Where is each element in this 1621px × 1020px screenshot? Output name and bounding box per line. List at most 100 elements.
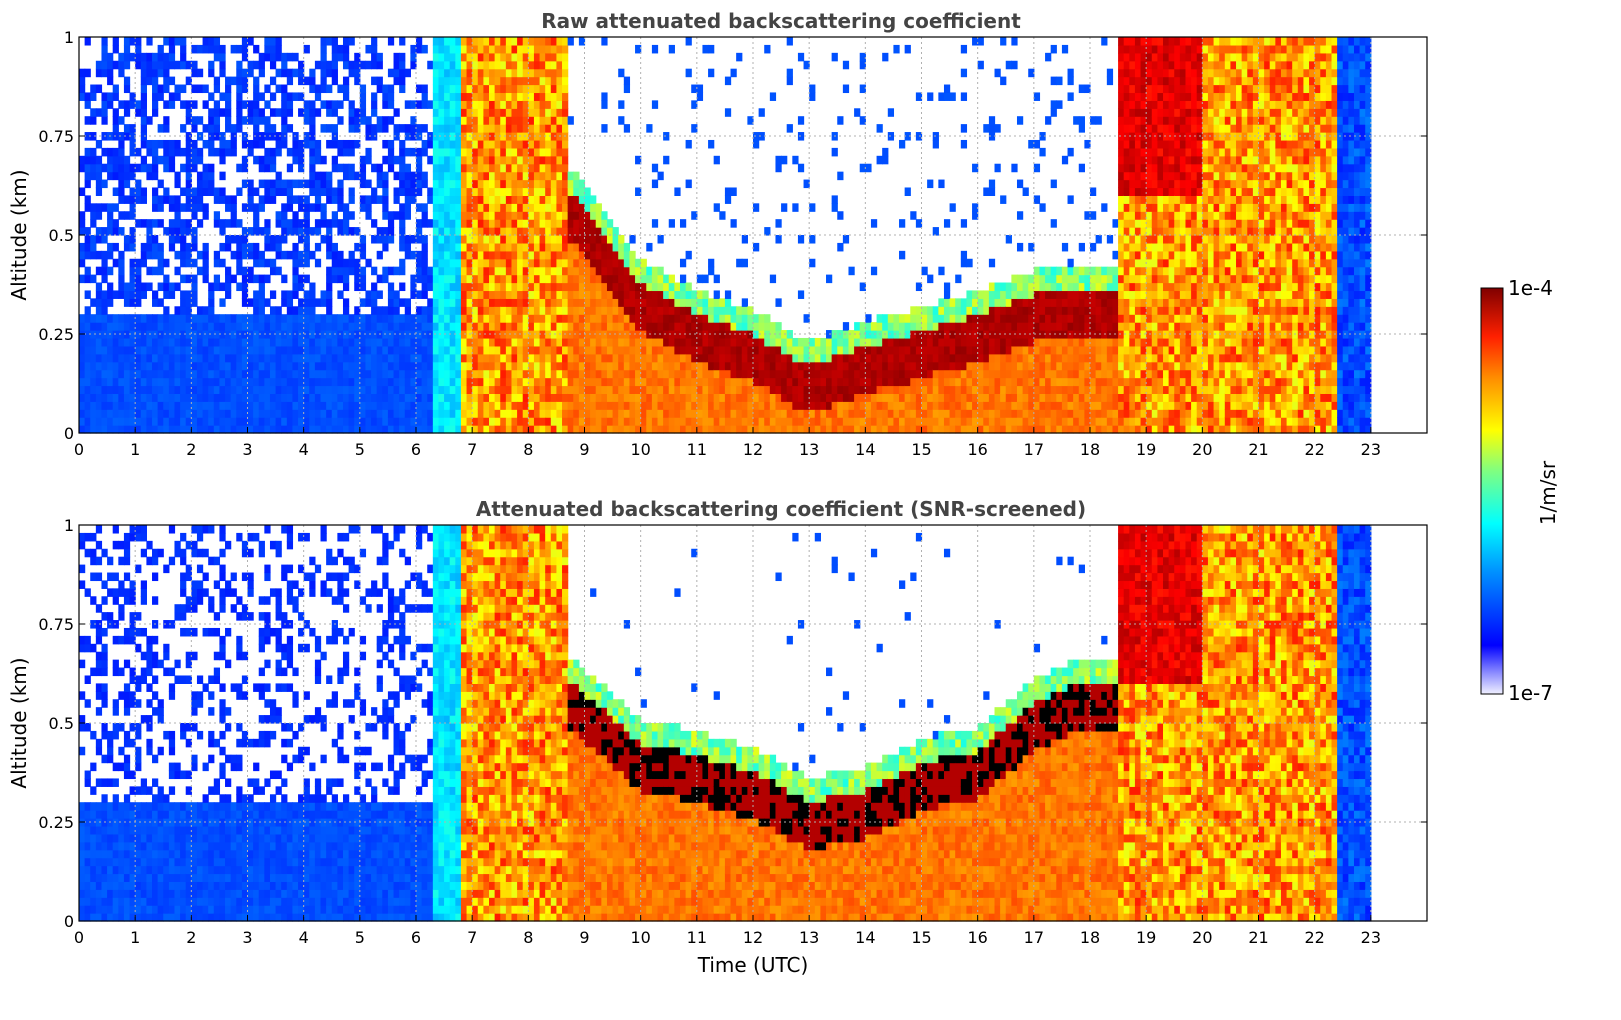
- heatmap-cell: [377, 195, 383, 204]
- heatmap-cell: [792, 409, 798, 418]
- heatmap-cell: [455, 164, 461, 173]
- heatmap-cell: [399, 172, 405, 181]
- heatmap-cell: [495, 140, 501, 149]
- heatmap-cell: [989, 187, 995, 196]
- heatmap-cell: [214, 100, 220, 109]
- heatmap-cell: [702, 378, 708, 387]
- heatmap-cell: [343, 140, 349, 149]
- heatmap-cell: [590, 425, 596, 434]
- heatmap-cell: [433, 156, 439, 165]
- heatmap-cell: [719, 370, 725, 379]
- heatmap-cell: [191, 140, 197, 149]
- heatmap-cell: [174, 92, 180, 101]
- heatmap-cell: [989, 409, 995, 418]
- heatmap-cell: [343, 148, 349, 157]
- heatmap-cell: [422, 180, 428, 189]
- heatmap-cell: [135, 378, 141, 387]
- heatmap-cell: [292, 180, 298, 189]
- heatmap-cell: [702, 45, 708, 54]
- heatmap-cell: [674, 385, 680, 394]
- heatmap-cell: [394, 306, 400, 315]
- heatmap-cell: [382, 362, 388, 371]
- heatmap-cell: [174, 219, 180, 228]
- heatmap-cell: [438, 275, 444, 284]
- heatmap-cell: [124, 53, 130, 62]
- heatmap-cell: [613, 306, 619, 315]
- heatmap-cell: [405, 187, 411, 196]
- heatmap-cell: [545, 425, 551, 434]
- heatmap-cell: [365, 124, 371, 133]
- heatmap-cell: [304, 195, 310, 204]
- heatmap-cell: [983, 417, 989, 426]
- heatmap-cell: [360, 243, 366, 252]
- heatmap-cell: [534, 393, 540, 402]
- heatmap-cell: [236, 401, 242, 410]
- heatmap-cell: [848, 385, 854, 394]
- heatmap-cell: [511, 211, 517, 220]
- heatmap-cell: [101, 354, 107, 363]
- heatmap-cell: [495, 37, 501, 46]
- heatmap-cell: [399, 203, 405, 212]
- heatmap-cell: [326, 306, 332, 315]
- heatmap-cell: [90, 370, 96, 379]
- heatmap-cell: [601, 417, 607, 426]
- heatmap-cell: [450, 338, 456, 347]
- heatmap-cell: [506, 61, 512, 70]
- heatmap-cell: [624, 338, 630, 347]
- heatmap-cell: [394, 338, 400, 347]
- heatmap-cell: [158, 378, 164, 387]
- heatmap-cell: [388, 140, 394, 149]
- heatmap-cell: [388, 362, 394, 371]
- heatmap-cell: [618, 393, 624, 402]
- heatmap-cell: [146, 235, 152, 244]
- heatmap-cell: [534, 314, 540, 323]
- heatmap-cell: [309, 148, 315, 157]
- heatmap-cell: [174, 235, 180, 244]
- heatmap-cell: [961, 322, 967, 331]
- heatmap-cell: [629, 267, 635, 276]
- heatmap-cell: [438, 85, 444, 94]
- heatmap-cell: [444, 148, 450, 157]
- heatmap-cell: [927, 306, 933, 315]
- heatmap-cell: [674, 354, 680, 363]
- heatmap-cell: [697, 346, 703, 355]
- heatmap-cell: [562, 180, 568, 189]
- heatmap-cell: [742, 314, 748, 323]
- heatmap-cell: [158, 370, 164, 379]
- heatmap-cell: [377, 362, 383, 371]
- heatmap-cell: [203, 393, 209, 402]
- heatmap-cell: [562, 275, 568, 284]
- heatmap-cell: [135, 100, 141, 109]
- heatmap-cell: [180, 45, 186, 54]
- heatmap-cell: [646, 283, 652, 292]
- heatmap-cell: [534, 180, 540, 189]
- heatmap-cell: [438, 314, 444, 323]
- heatmap-cell: [360, 61, 366, 70]
- heatmap-cell: [135, 53, 141, 62]
- heatmap-cell: [540, 85, 546, 94]
- heatmap-cell: [450, 251, 456, 260]
- heatmap-cell: [141, 314, 147, 323]
- heatmap-cell: [315, 108, 321, 117]
- heatmap-cell: [938, 401, 944, 410]
- raw-backscatter-panel: Raw attenuated backscattering coefficien…: [7, 9, 1427, 459]
- heatmap-cell: [101, 227, 107, 236]
- heatmap-cell: [214, 275, 220, 284]
- heatmap-cell: [281, 124, 287, 133]
- heatmap-cell: [511, 124, 517, 133]
- heatmap-cell: [899, 393, 905, 402]
- heatmap-cell: [478, 322, 484, 331]
- heatmap-cell: [545, 45, 551, 54]
- heatmap-cell: [714, 354, 720, 363]
- heatmap-cell: [349, 195, 355, 204]
- heatmap-cell: [798, 53, 804, 62]
- heatmap-cell: [433, 77, 439, 86]
- heatmap-cell: [236, 322, 242, 331]
- heatmap-cell: [910, 370, 916, 379]
- heatmap-cell: [180, 346, 186, 355]
- heatmap-cell: [85, 235, 91, 244]
- heatmap-cell: [264, 275, 270, 284]
- heatmap-cell: [236, 346, 242, 355]
- heatmap-cell: [276, 140, 282, 149]
- heatmap-cell: [511, 425, 517, 434]
